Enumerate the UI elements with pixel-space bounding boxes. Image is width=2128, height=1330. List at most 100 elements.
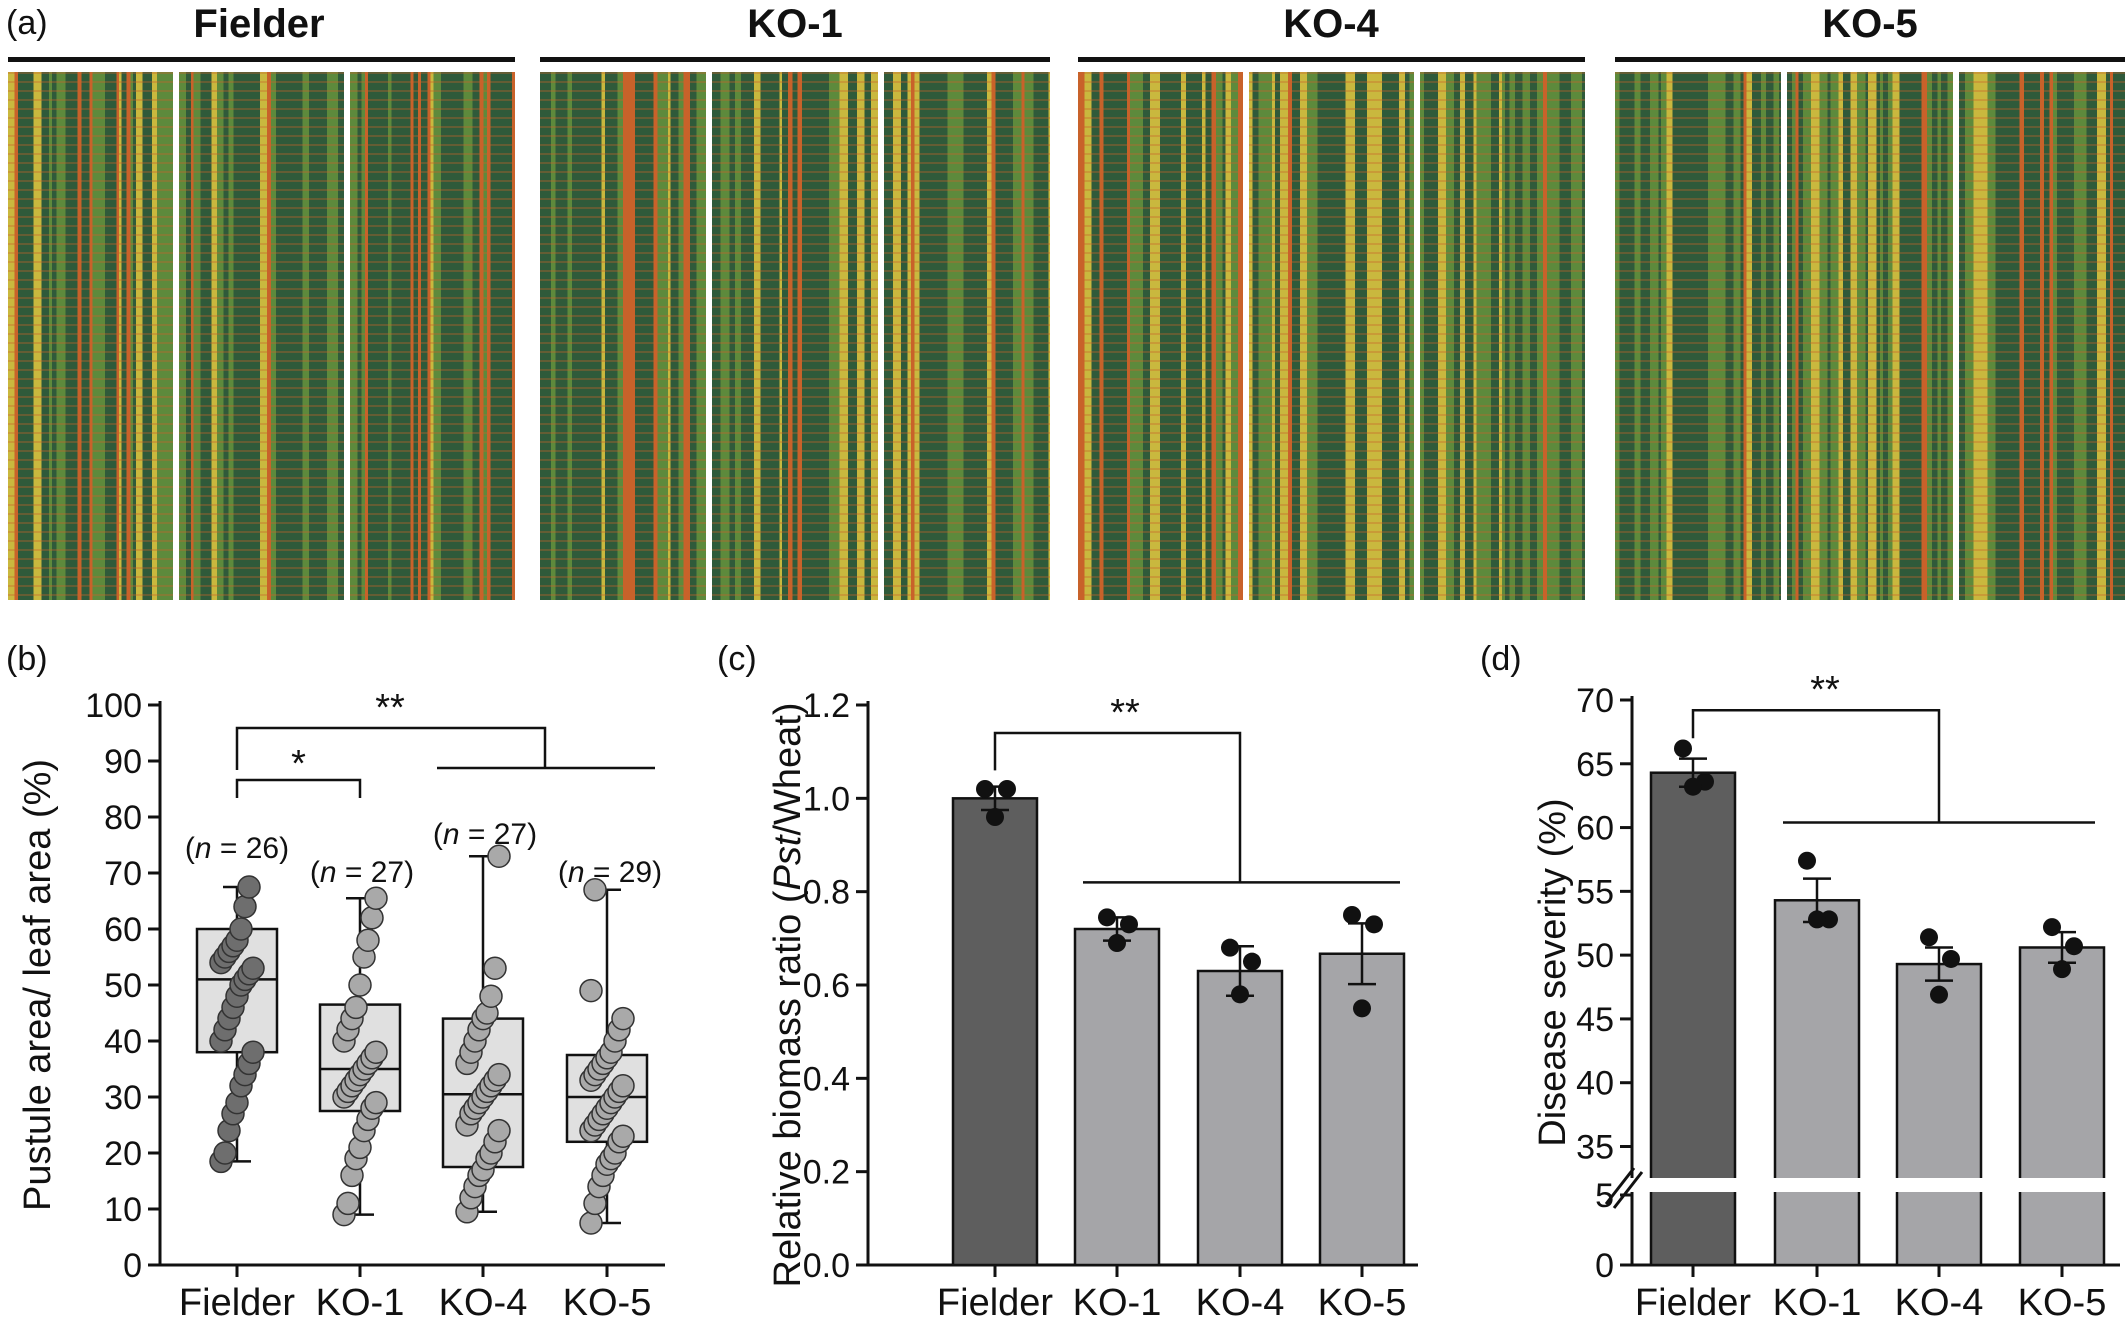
data-point: [579, 1211, 603, 1235]
x-tick-label: KO-5: [563, 1282, 652, 1324]
sig-label: *: [291, 743, 306, 785]
y-tick-label: 90: [104, 743, 142, 781]
y-tick-label: 100: [85, 687, 142, 725]
axis-break-mark: [1612, 1171, 1644, 1209]
sig-label: **: [1110, 692, 1140, 734]
y-tick-label: 40: [1576, 1065, 1614, 1103]
data-point: [2065, 937, 2083, 956]
y-tick-label: 1.2: [803, 687, 850, 725]
data-point: [1343, 906, 1361, 924]
data-point: [229, 917, 253, 941]
leaf-image: [1615, 72, 1781, 600]
group-underline: [8, 57, 515, 62]
data-point: [487, 844, 511, 868]
leaf-image: [1078, 72, 1243, 600]
data-point: [611, 1074, 635, 1098]
n-label: (n = 27): [433, 818, 537, 851]
x-tick-label: KO-4: [1196, 1282, 1285, 1324]
data-point: [364, 1090, 388, 1115]
data-point: [483, 956, 507, 980]
data-point: [213, 1141, 237, 1165]
data-point: [487, 1062, 511, 1087]
y-tick-label: 0.0: [803, 1247, 850, 1285]
data-point: [1674, 739, 1692, 758]
data-point: [1798, 851, 1816, 870]
data-point: [611, 1124, 635, 1148]
y-tick-label: 5: [1595, 1177, 1614, 1215]
data-point: [356, 928, 380, 952]
panel-c-label: (c): [717, 640, 757, 678]
data-point: [1920, 928, 1938, 947]
data-point: [1808, 910, 1826, 929]
y-axis-label: Disease severity (%): [1532, 798, 1574, 1146]
sig-bracket: [235, 726, 547, 770]
bar: [1895, 962, 1983, 1267]
y-tick-label: 0.2: [803, 1154, 850, 1192]
y-tick-label: 45: [1576, 1001, 1614, 1039]
bar: [2018, 946, 2106, 1267]
data-point: [241, 956, 265, 980]
y-tick-label: 60: [104, 911, 142, 949]
sig-label: **: [375, 687, 405, 729]
bar: [1196, 969, 1284, 1267]
data-point: [1353, 999, 1371, 1018]
y-tick-label: 40: [104, 1023, 142, 1061]
y-tick-label: 0: [123, 1247, 142, 1285]
data-point: [611, 1006, 635, 1031]
x-tick-label: KO-4: [1895, 1282, 1984, 1324]
y-tick-label: 35: [1576, 1128, 1614, 1166]
data-point: [364, 1040, 388, 1064]
group-underline: [1078, 57, 1585, 62]
x-tick-label: KO-5: [1318, 1282, 1407, 1324]
data-point: [233, 894, 257, 919]
y-tick-label: 70: [1576, 682, 1614, 720]
x-tick-label: KO-1: [1773, 1282, 1862, 1324]
panel-a: (a) Fielder KO-1 KO-4 KO-5: [0, 0, 2128, 610]
y-tick-label: 0.6: [803, 967, 850, 1005]
y-tick-label: 0: [1595, 1247, 1614, 1285]
sig-bracket: [1691, 708, 1941, 823]
bar: [1773, 899, 1861, 1267]
leaf-image: [1420, 72, 1585, 600]
group-underline: [1615, 57, 2125, 62]
group-label-fielder: Fielder: [193, 2, 325, 46]
data-point: [583, 878, 607, 902]
data-point: [976, 780, 994, 798]
data-point: [241, 1040, 265, 1064]
data-point: [1930, 985, 1948, 1004]
y-tick-label: 0.8: [803, 874, 850, 912]
y-tick-label: 10: [104, 1191, 142, 1229]
data-point: [237, 875, 261, 899]
data-point: [2043, 918, 2061, 937]
x-tick-label: KO-5: [2018, 1282, 2107, 1324]
y-tick-label: 65: [1576, 746, 1614, 784]
n-label: (n = 29): [558, 856, 662, 889]
axis-break-band: [1634, 1178, 2122, 1192]
y-axis-label: Relative biomass ratio (Pst/Wheat): [767, 703, 809, 1288]
x-tick-label: KO-4: [439, 1282, 528, 1324]
data-point: [1231, 985, 1249, 1004]
y-tick-label: 70: [104, 855, 142, 893]
y-tick-label: 0.4: [803, 1060, 850, 1098]
group-label-ko-5: KO-5: [1822, 2, 1918, 46]
data-point: [479, 984, 503, 1008]
y-axis-label: Pustule area/ leaf area (%): [17, 759, 59, 1211]
y-tick-label: 55: [1576, 873, 1614, 911]
data-point: [986, 808, 1004, 826]
data-point: [348, 973, 372, 997]
leaf-image: [712, 72, 878, 600]
n-label: (n = 27): [310, 856, 414, 889]
data-point: [1684, 777, 1702, 796]
leaf-image: [540, 72, 706, 600]
y-tick-label: 50: [1576, 937, 1614, 975]
x-tick-label: Fielder: [1635, 1282, 1751, 1324]
data-point: [360, 906, 384, 930]
y-tick-label: 1.0: [803, 780, 850, 818]
group-label-ko-1: KO-1: [747, 2, 843, 46]
data-point: [1108, 934, 1126, 952]
leaf-image: [1959, 72, 2125, 600]
leaf-image: [179, 72, 344, 600]
leaf-image: [8, 72, 173, 600]
group-label-ko-4: KO-4: [1283, 2, 1379, 46]
